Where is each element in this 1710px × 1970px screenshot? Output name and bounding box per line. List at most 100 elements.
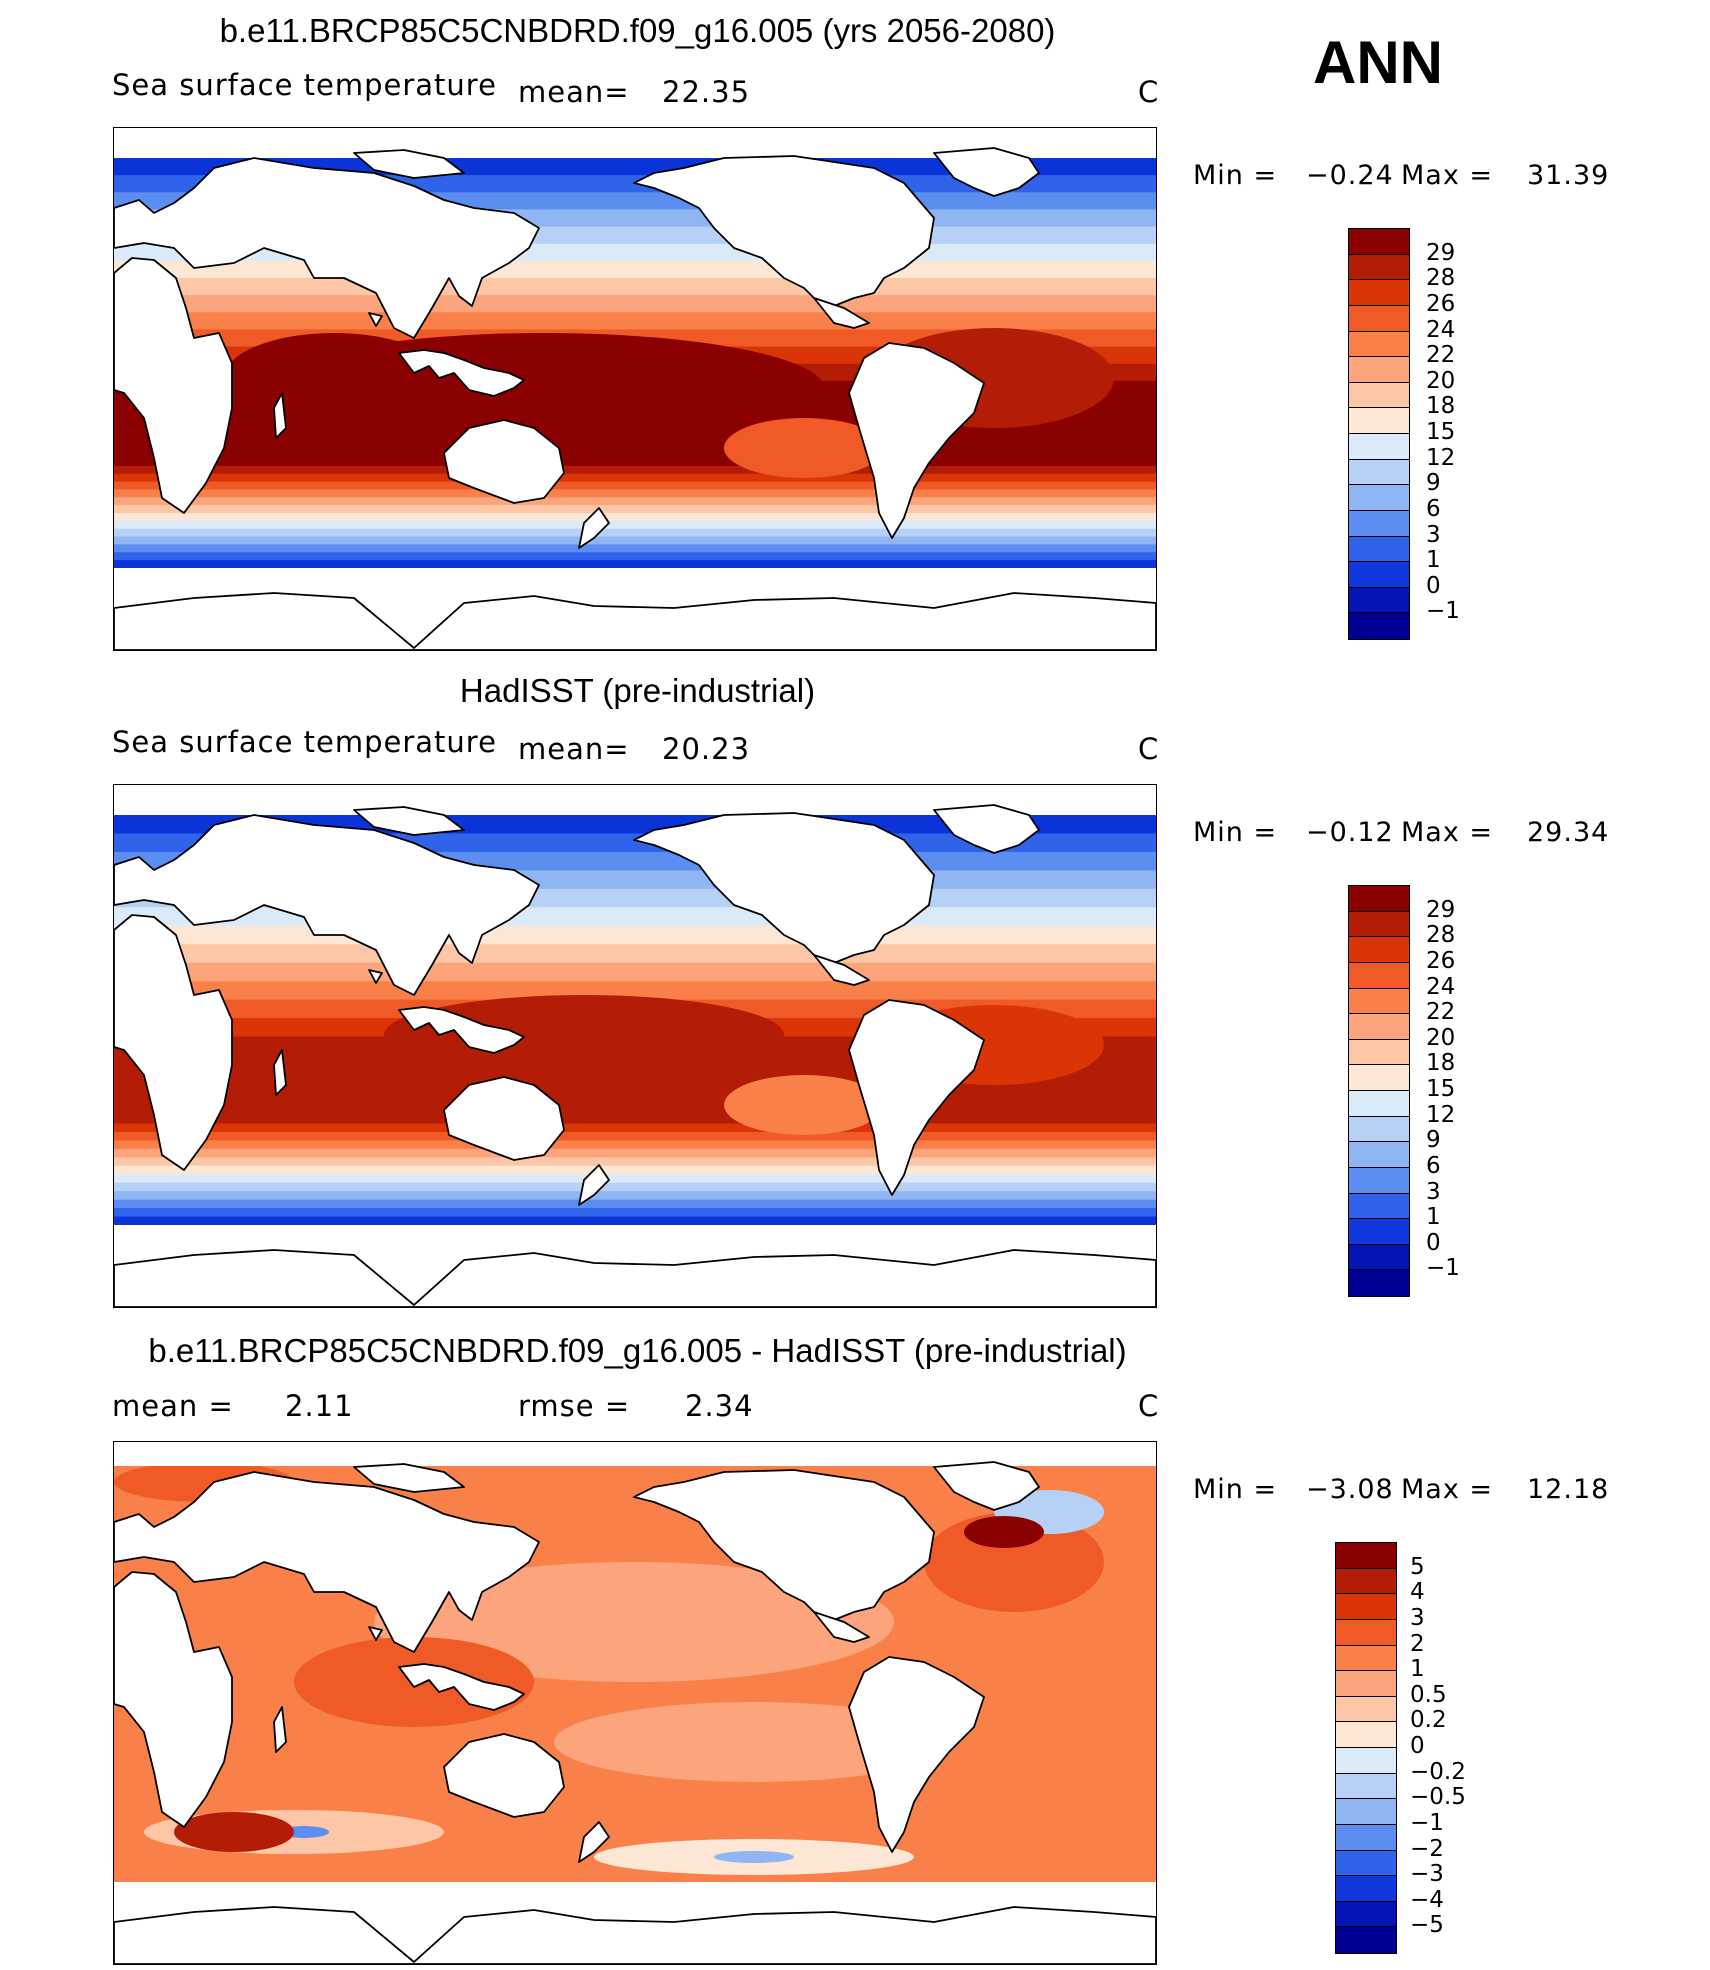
continent-outline xyxy=(443,1733,565,1818)
colorbar-swatch xyxy=(1349,1065,1409,1091)
mean-value: 20.23 xyxy=(662,732,751,766)
colorbar-swatch xyxy=(1349,382,1409,409)
colorbar-swatch xyxy=(1349,1039,1409,1066)
mean-label: mean = xyxy=(112,1389,234,1423)
continent-outline xyxy=(443,1076,565,1161)
units-label: C xyxy=(1138,1389,1160,1423)
continent-outline xyxy=(114,914,233,1171)
colorbar-tick-label: 24 xyxy=(1426,973,1456,1000)
colorbar-tick-label: 12 xyxy=(1426,1101,1456,1128)
continent-outline xyxy=(813,954,870,986)
continent-outline xyxy=(353,149,465,179)
colorbar-swatch xyxy=(1349,1244,1409,1271)
colorbar-tick-label: −5 xyxy=(1410,1912,1444,1939)
continent-outline xyxy=(398,1663,525,1711)
colorbar-tick-label: 18 xyxy=(1426,393,1456,420)
colorbar-swatch xyxy=(1349,1167,1409,1194)
colorbar-swatch xyxy=(1336,1645,1396,1672)
colorbar-swatch xyxy=(1349,229,1409,255)
colorbar-swatch xyxy=(1336,1671,1396,1697)
colorbar-tick-label: 18 xyxy=(1426,1050,1456,1077)
colorbar xyxy=(1348,885,1410,1297)
colorbar-swatch xyxy=(1349,254,1409,281)
continent-outline xyxy=(353,806,465,836)
colorbar-tick-label: 3 xyxy=(1410,1604,1425,1631)
colorbar-swatch xyxy=(1349,911,1409,938)
min-value: −3.08 xyxy=(1306,1474,1394,1505)
colorbar-swatch xyxy=(1349,510,1409,537)
continent-outline xyxy=(848,999,985,1196)
colorbar-labels: 5 4 3 2 1 0.5 0.2 0 −0.2 −0.5 −1 −2 −3 −4 −5 xyxy=(1410,1542,1490,1952)
panel-observed: HadISST (pre-industrial) Sea surface tem… xyxy=(0,657,1710,1313)
colorbar-tick-label: 9 xyxy=(1426,1127,1441,1154)
colorbar-swatch xyxy=(1336,1619,1396,1646)
colorbar-swatch xyxy=(1336,1696,1396,1723)
colorbar-swatch xyxy=(1336,1722,1396,1748)
continent-outline xyxy=(273,1049,287,1096)
panel-title: HadISST (pre-industrial) xyxy=(459,672,816,709)
continent-outline xyxy=(114,1471,540,1653)
max-value: 31.39 xyxy=(1527,160,1610,191)
no-data-region xyxy=(114,128,1156,152)
sst-map xyxy=(113,127,1157,651)
colorbar-swatch xyxy=(1349,562,1409,588)
max-label: Max = xyxy=(1401,1474,1494,1505)
colorbar-tick-label: 3 xyxy=(1426,521,1441,548)
min-value: −0.24 xyxy=(1306,160,1394,191)
colorbar-swatch xyxy=(1349,280,1409,306)
continent-outline xyxy=(368,969,383,984)
colorbar-tick-label: −1 xyxy=(1410,1809,1444,1836)
warming-region xyxy=(174,1812,294,1852)
continent-outline xyxy=(273,1706,287,1753)
continent-outline xyxy=(114,257,233,514)
colorbar-tick-label: 1 xyxy=(1426,1204,1441,1231)
colorbar-swatch xyxy=(1349,331,1409,358)
panel-title: b.e11.BRCP85C5CNBDRD.f09_g16.005 - HadIS… xyxy=(148,1332,1127,1369)
colorbar-tick-label: 2 xyxy=(1410,1630,1425,1657)
min-label: Min = xyxy=(1193,1474,1278,1505)
season-label: ANN xyxy=(1313,29,1443,96)
continent-outline xyxy=(578,1821,610,1863)
colorbar-swatch xyxy=(1349,1219,1409,1245)
continent-outline xyxy=(114,592,1156,650)
continent-outline xyxy=(114,1571,233,1828)
colorbar-tick-label: 4 xyxy=(1410,1579,1425,1606)
colorbar-tick-label: 5 xyxy=(1410,1553,1425,1580)
warm-pool-region xyxy=(224,333,444,423)
cooling-region xyxy=(714,1851,794,1863)
continent-outline xyxy=(114,157,540,339)
colorbar-swatch xyxy=(1349,1270,1409,1296)
continent-outline xyxy=(114,1249,1156,1307)
colorbar-swatch xyxy=(1349,305,1409,332)
colorbar-swatch xyxy=(1336,1876,1396,1902)
colorbar-swatch xyxy=(1349,1142,1409,1168)
colorbar-tick-label: 22 xyxy=(1426,342,1456,369)
colorbar-tick-label: 9 xyxy=(1426,470,1441,497)
colorbar-swatch xyxy=(1349,962,1409,989)
colorbar-tick-label: 15 xyxy=(1426,419,1456,445)
warm-pool-region xyxy=(384,995,784,1075)
colorbar-tick-label: 29 xyxy=(1426,896,1456,923)
colorbar-swatch xyxy=(1336,1927,1396,1953)
panel-difference: b.e11.BRCP85C5CNBDRD.f09_g16.005 - HadIS… xyxy=(0,1314,1710,1970)
continent-outline xyxy=(368,312,383,327)
colorbar-tick-label: 22 xyxy=(1426,999,1456,1026)
colorbar-swatch xyxy=(1349,536,1409,563)
colorbar-swatch xyxy=(1349,587,1409,614)
colorbar-swatch xyxy=(1349,357,1409,383)
colorbar-swatch xyxy=(1349,1091,1409,1117)
colorbar-tick-label: 1 xyxy=(1426,547,1441,574)
colorbar-swatch xyxy=(1336,1568,1396,1595)
mean-label: mean= xyxy=(518,732,630,766)
continent-outline xyxy=(443,419,565,504)
continent-outline xyxy=(273,392,287,439)
difference-region xyxy=(374,1562,894,1682)
colorbar-tick-label: 29 xyxy=(1426,239,1456,266)
continent-outline xyxy=(933,147,1040,197)
colorbar-tick-label: 0.5 xyxy=(1410,1681,1447,1708)
colorbar-swatch xyxy=(1336,1773,1396,1800)
colorbar-tick-label: 20 xyxy=(1426,367,1456,394)
continent-outline xyxy=(578,1164,610,1206)
colorbar-labels: 29 28 26 24 22 20 18 15 12 9 6 3 1 0 −1 xyxy=(1426,228,1486,638)
colorbar-swatch xyxy=(1336,1824,1396,1851)
